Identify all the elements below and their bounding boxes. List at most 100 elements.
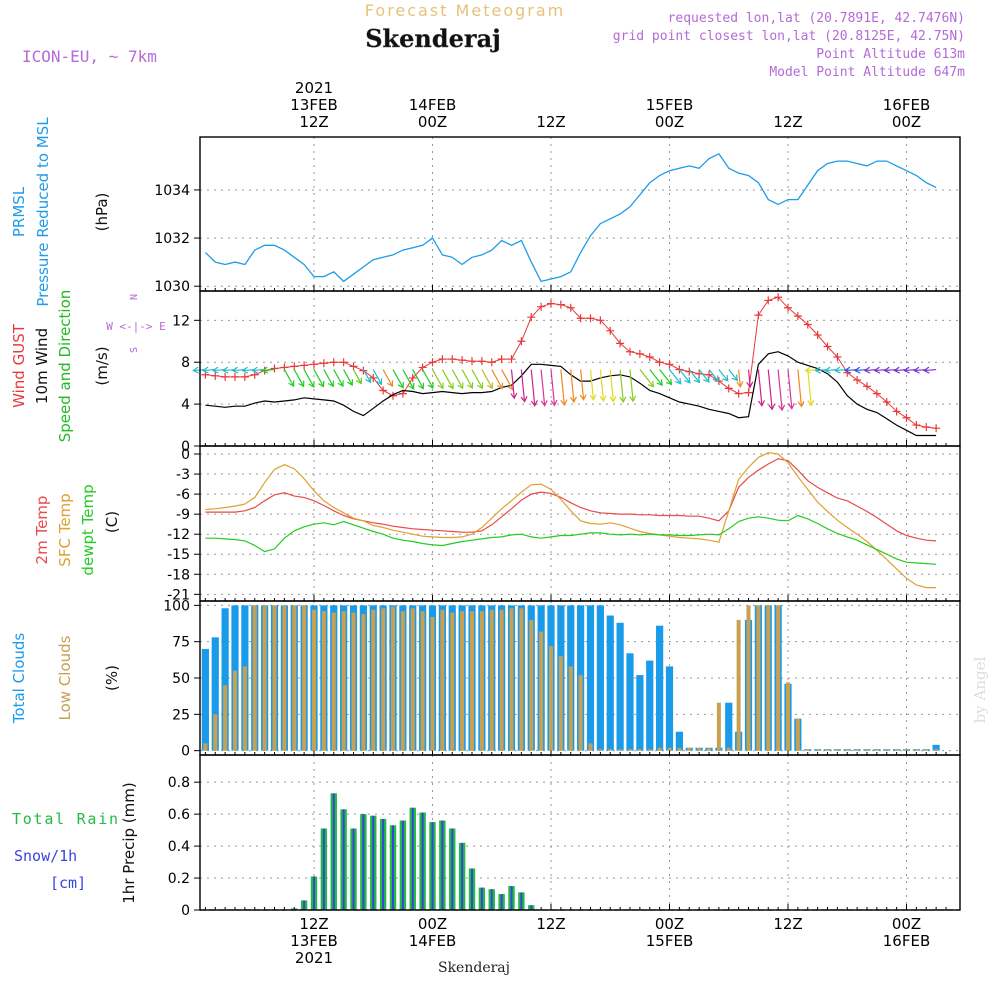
wind-arrow-shaft <box>252 368 265 372</box>
rain-bar-core <box>441 820 444 910</box>
gust-marker <box>892 407 901 416</box>
low-cloud-bar <box>262 605 267 751</box>
wind-arrow <box>461 369 474 390</box>
low-cloud-bar <box>252 605 257 751</box>
gust-marker <box>586 314 595 323</box>
wind-arrow-head <box>346 379 354 387</box>
low-cloud-bar <box>312 609 316 751</box>
low-cloud-bar <box>539 631 544 751</box>
low-cloud-bar <box>865 749 869 751</box>
total-rain-label: Total Rain <box>12 810 118 828</box>
wind-arrow <box>251 366 265 374</box>
gust-marker <box>428 358 437 367</box>
wind-arrow-shaft <box>402 369 415 390</box>
wind-arrow <box>804 366 818 374</box>
gust-marker <box>596 316 605 325</box>
wind-arrow <box>313 369 325 388</box>
wind-arrow-head <box>550 399 558 407</box>
wind-arrow-shaft <box>738 369 741 387</box>
wind-arrow-shaft <box>313 369 325 387</box>
wind-arrow-head <box>599 395 607 402</box>
wind-arrow <box>382 369 394 388</box>
wind-arrow-shaft <box>471 369 483 389</box>
wind-arrow-head <box>893 366 900 374</box>
wind-arrow-shaft <box>678 369 691 384</box>
wind-labels: Wind GUST 10m Wind Speed and Direction (… <box>10 290 166 443</box>
gust-marker <box>507 355 516 364</box>
wind-arrow <box>639 369 655 388</box>
low-cloud-bar <box>795 718 800 751</box>
top-time-label: 13FEB <box>290 96 337 114</box>
low-cloud-bar <box>410 608 415 751</box>
wind-arrow-shaft <box>352 369 362 384</box>
wind-arrow <box>893 366 907 374</box>
total-cloud-bar <box>656 625 664 751</box>
wind-arrow-head <box>355 377 363 385</box>
wind-arrow-head <box>693 376 701 384</box>
wind-arrow-shaft <box>372 369 382 385</box>
wind-arrow <box>441 369 454 390</box>
low-cloud-bar <box>549 646 553 751</box>
wind-arrow-head <box>427 382 434 390</box>
wind-arrow-shaft <box>422 369 434 389</box>
gust-marker <box>438 355 447 364</box>
wind-arrow-head <box>386 380 394 388</box>
rain-bar-core <box>313 876 315 910</box>
wind-arrow-head <box>540 400 548 407</box>
wind-arrow-shaft <box>510 369 515 399</box>
wind-arrow-head <box>365 376 372 384</box>
wind-arrow-head <box>853 366 861 374</box>
wind-arrow-head <box>863 366 871 374</box>
rain-bar-core <box>352 828 355 910</box>
temp-labels: 2m Temp SFC Temp dewpt Temp (C) <box>33 484 121 575</box>
gust-marker <box>458 356 467 365</box>
wind-arrow <box>303 369 315 388</box>
rain-bar-core <box>451 828 454 910</box>
wind-arrow-shaft <box>669 369 682 385</box>
low-cloud-bar <box>598 749 603 751</box>
rain-bar-core <box>510 886 513 910</box>
wind-arrow-shaft <box>825 368 838 372</box>
gust-marker <box>774 293 783 302</box>
gust-marker <box>872 389 881 398</box>
cloud-labels: Total Clouds Low Clouds (%) <box>10 633 121 725</box>
wind-arrow <box>599 369 607 402</box>
wind-arrow-head <box>437 382 444 390</box>
wind-arrow-head <box>241 366 249 374</box>
gust-marker <box>724 384 733 393</box>
wind-arrow-shaft <box>491 369 503 389</box>
precip-unit-label: 1hr Precip (mm) <box>120 782 138 903</box>
wind-arrow-head <box>298 380 305 388</box>
wind-arrow-shaft <box>854 368 868 372</box>
y-tick-label: -3 <box>176 467 190 483</box>
low-cloud-bar <box>677 747 682 751</box>
top-time-label: 15FEB <box>646 96 693 114</box>
wind-arrow <box>241 366 255 374</box>
low-cloud-bar <box>578 675 583 751</box>
wind-arrow-shaft <box>718 369 729 382</box>
wind-arrow <box>530 369 538 407</box>
wind-arrow-head <box>327 380 335 388</box>
total-cloud-bar <box>932 744 940 751</box>
y-tick-label: 1032 <box>154 231 190 247</box>
temp-dewpt-line <box>205 514 937 565</box>
gust-marker <box>932 424 941 433</box>
low-cloud-bar <box>746 605 751 751</box>
wind-arrow-shaft <box>501 369 514 390</box>
info-model-altitude: Model Point Altitude 647m <box>769 65 965 80</box>
gust-marker <box>497 355 506 364</box>
y-tick-label: 0 <box>181 447 190 463</box>
wind-arrow-head <box>192 366 199 374</box>
wind-arrow <box>402 369 415 390</box>
low-cloud-bar <box>242 666 247 751</box>
gust-marker <box>902 413 911 422</box>
plot-layer: 1030 1032 1034 0 4 8 12 0 -3 -6 -9 -12 -15 -18 -21 0 25 5… <box>154 79 961 967</box>
rain-bar-core <box>322 828 325 910</box>
bottom-time-label: 16FEB <box>883 932 930 950</box>
gust-marker <box>665 360 674 369</box>
low-cloud-bar <box>934 749 939 751</box>
wind-arrow-head <box>843 366 851 374</box>
compass-s: S <box>129 347 140 353</box>
wind-arrow-head <box>251 366 259 374</box>
gust-marker <box>221 372 230 381</box>
